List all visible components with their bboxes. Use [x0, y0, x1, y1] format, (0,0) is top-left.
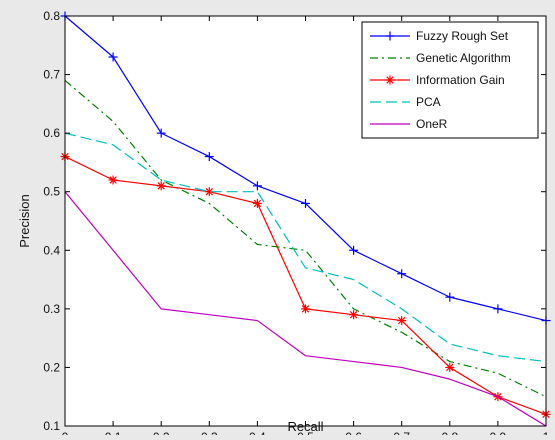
series-line-oner — [64, 191, 547, 427]
data-point-information-gain — [204, 187, 214, 197]
legend-marker-information-gain — [385, 75, 395, 85]
data-point-information-gain — [397, 316, 407, 326]
data-point-fuzzy-rough-set — [493, 304, 503, 314]
legend-entry-fuzzy-rough-set: Fuzzy Rough Set — [370, 29, 509, 43]
data-point-information-gain — [445, 362, 455, 372]
series-line-pca — [64, 132, 547, 363]
legend-label-oner: OneR — [416, 117, 448, 131]
x-tick-label: 0 — [62, 430, 69, 435]
x-tick-label: 0.8 — [441, 430, 458, 435]
y-tick-label: 0.8 — [43, 9, 60, 23]
legend: Fuzzy Rough Set Genetic Algorithm Informat… — [361, 21, 539, 139]
y-tick-label: 0.6 — [43, 126, 60, 140]
legend-entry-information-gain: Information Gain — [370, 73, 505, 87]
y-axis-title: Precision — [17, 194, 32, 247]
series-oner — [64, 191, 547, 427]
data-point-fuzzy-rough-set — [156, 128, 166, 138]
legend-label-genetic-algorithm: Genetic Algorithm — [416, 51, 511, 65]
marker-stroke — [397, 316, 406, 325]
data-point-fuzzy-rough-set — [252, 181, 262, 191]
series-layer — [60, 11, 551, 427]
marker-stroke — [386, 76, 394, 84]
x-tick-label: 0.2 — [153, 430, 170, 435]
data-point-fuzzy-rough-set — [108, 52, 118, 62]
x-axis-title: Recall — [287, 419, 323, 434]
series-genetic-algorithm — [64, 79, 547, 398]
legend-marker-fuzzy-rough-set — [385, 31, 395, 41]
series-line-genetic-algorithm — [64, 79, 547, 398]
marker-stroke — [349, 310, 358, 319]
y-tick-label: 0.3 — [43, 302, 60, 316]
data-point-fuzzy-rough-set — [204, 152, 214, 162]
data-point-information-gain — [301, 304, 310, 314]
x-tick-label: 0.4 — [249, 430, 266, 435]
marker-stroke — [205, 187, 214, 196]
legend-label-information-gain: Information Gain — [416, 73, 505, 87]
marker-stroke — [109, 176, 117, 184]
x-tick-label: 0.3 — [201, 430, 218, 435]
data-point-information-gain — [156, 181, 166, 191]
y-tick-label: 0.4 — [43, 243, 60, 257]
y-tick-label: 0.1 — [43, 419, 60, 433]
legend-entry-pca: PCA — [370, 95, 441, 109]
marker-stroke — [157, 182, 165, 190]
x-tick-label: 1 — [543, 430, 550, 435]
data-point-fuzzy-rough-set — [349, 245, 359, 255]
legend-entry-genetic-algorithm: Genetic Algorithm — [370, 51, 511, 65]
marker-stroke — [253, 199, 262, 208]
series-pca — [64, 132, 547, 363]
x-tick-label: 0.6 — [345, 430, 362, 435]
legend-label-fuzzy-rough-set: Fuzzy Rough Set — [416, 29, 509, 43]
data-point-fuzzy-rough-set — [445, 292, 455, 302]
x-tick-label: 0.1 — [105, 430, 122, 435]
data-point-information-gain — [252, 198, 262, 208]
marker-stroke — [301, 305, 310, 313]
data-point-information-gain — [108, 175, 118, 185]
legend-label-pca: PCA — [416, 95, 441, 109]
legend-entry-oner: OneR — [370, 117, 448, 131]
y-tick-label: 0.7 — [43, 68, 60, 82]
data-point-fuzzy-rough-set — [301, 198, 310, 208]
y-tick-label: 0.2 — [43, 360, 60, 374]
marker-stroke — [446, 363, 454, 372]
y-tick-label: 0.5 — [43, 185, 60, 199]
x-tick-label: 0.9 — [490, 430, 507, 435]
data-point-information-gain — [349, 310, 359, 320]
x-tick-label: 0.7 — [393, 430, 410, 435]
data-point-fuzzy-rough-set — [397, 269, 407, 279]
